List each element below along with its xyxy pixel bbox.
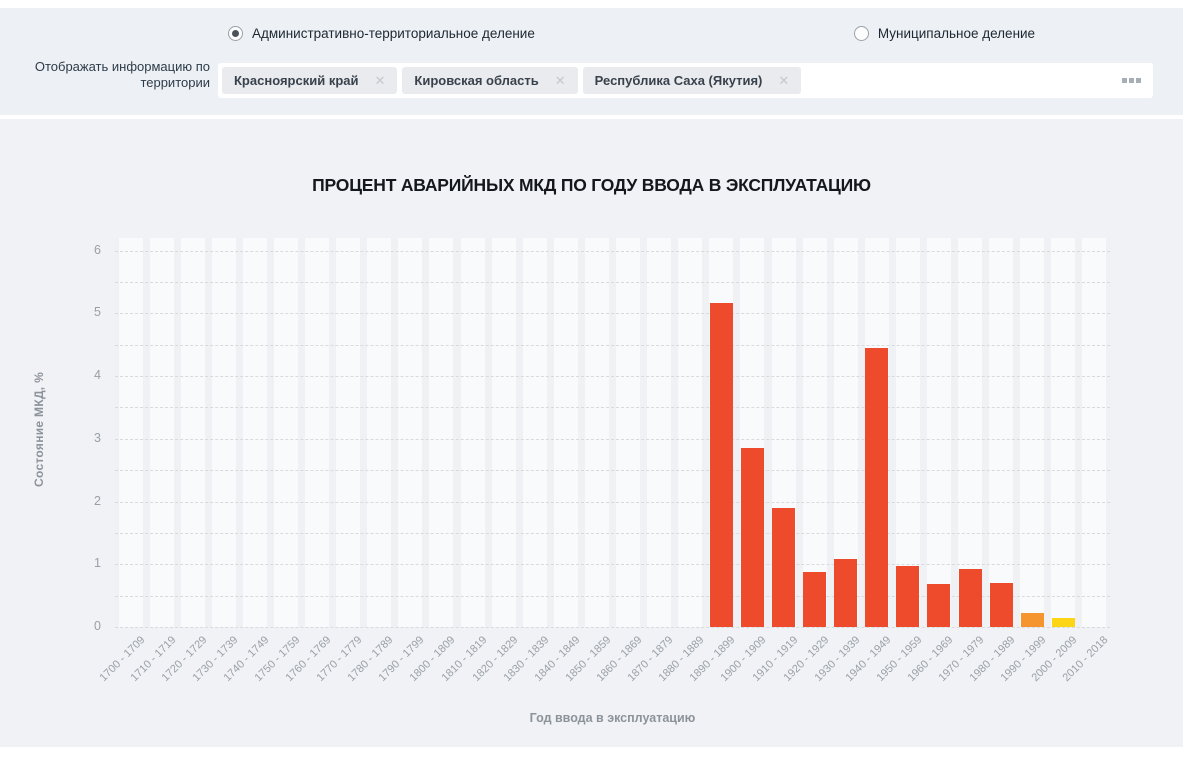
bar-1960-1969[interactable] [927, 583, 951, 627]
plot-column-band [647, 238, 672, 627]
chip-territory-2-label: Кировская область [414, 73, 539, 88]
plot-column-band [429, 238, 454, 627]
plot-column-band [274, 238, 299, 627]
gridline [115, 376, 1110, 378]
gridline [115, 595, 1110, 597]
plot-column-band [460, 238, 485, 627]
chip-territory-1-close-icon[interactable]: ✕ [374, 72, 386, 88]
territory-chips: Красноярский край ✕ Кировская область ✕ … [222, 67, 1122, 94]
plot-column-band [958, 238, 983, 627]
bar-1950-1959[interactable] [896, 566, 920, 627]
bar-2000-2009[interactable] [1051, 617, 1075, 627]
chart-title: ПРОЦЕНТ АВАРИЙНЫХ МКД ПО ГОДУ ВВОДА В ЭК… [312, 175, 871, 195]
plot-column-band [242, 238, 267, 627]
radio-selected-icon[interactable] [228, 26, 243, 41]
more-territories-icon[interactable] [1122, 74, 1141, 87]
gridline [115, 627, 1110, 628]
plot-column-band [491, 238, 516, 627]
bar-1940-1949[interactable] [865, 348, 889, 627]
plot-column-band [584, 238, 609, 627]
plot-column-band [211, 238, 236, 627]
radio-municipal-label: Муниципальное деление [877, 26, 1036, 41]
gridline [115, 470, 1110, 472]
radio-administrative-division[interactable]: Административно-территориальное деление [228, 26, 535, 41]
territory-select-input[interactable]: Красноярский край ✕ Кировская область ✕ … [218, 63, 1153, 98]
plot-column-band [1020, 238, 1045, 627]
radio-unselected-icon[interactable] [853, 26, 869, 41]
y-tick-label: 2 [94, 493, 101, 508]
chip-territory-3-label: Республика Саха (Якутия) [594, 73, 763, 88]
bar-1910-1919[interactable] [772, 507, 796, 627]
gridline [115, 250, 1110, 252]
plot-column-band [180, 238, 205, 627]
y-axis-title: Состояние МКД, % [32, 371, 46, 487]
chip-territory-3-close-icon[interactable]: ✕ [778, 72, 790, 88]
plot-column-band [367, 238, 392, 627]
division-radio-group: Административно-территориальное деление … [228, 26, 1035, 41]
gridline [115, 407, 1110, 409]
gridline [115, 532, 1110, 534]
y-tick-label: 0 [94, 619, 101, 633]
gridline [115, 564, 1110, 566]
plot-column-band [1051, 238, 1076, 627]
plot-column-band [398, 238, 423, 627]
bar-1920-1929[interactable] [803, 572, 827, 627]
chip-territory-1: Красноярский край ✕ [222, 67, 398, 94]
plot-column-band [553, 238, 578, 627]
x-axis-title: Год ввода в эксплуатацию [529, 711, 696, 725]
bar-1990-1999[interactable] [1020, 612, 1044, 627]
y-tick-label: 3 [94, 430, 101, 445]
gridline [115, 281, 1110, 283]
bar-1980-1989[interactable] [989, 583, 1013, 627]
chip-territory-2-close-icon[interactable]: ✕ [554, 72, 566, 88]
plot-column-band [118, 238, 143, 627]
plot-column-band [678, 238, 703, 627]
gridline [115, 344, 1110, 346]
plot-column-band [895, 238, 920, 627]
plot-column-band [522, 238, 547, 627]
y-tick-label: 6 [94, 242, 101, 257]
y-tick-label: 4 [94, 368, 101, 383]
chart-panel: ПРОЦЕНТ АВАРИЙНЫХ МКД ПО ГОДУ ВВОДА В ЭК… [0, 119, 1183, 747]
gridline [115, 501, 1110, 503]
chip-territory-2: Кировская область ✕ [402, 67, 578, 94]
plot-column-band [616, 238, 641, 627]
gridline [115, 438, 1110, 440]
plot-column-band [802, 238, 827, 627]
radio-administrative-label: Административно-территориальное деление [252, 26, 535, 41]
chip-territory-3: Республика Саха (Якутия) ✕ [582, 67, 802, 94]
bar-1970-1979[interactable] [958, 568, 982, 627]
territory-filter-panel: Административно-территориальное деление … [0, 8, 1183, 115]
plot-column-band [989, 238, 1014, 627]
bar-1890-1899[interactable] [709, 302, 733, 627]
bar-1900-1909[interactable] [740, 447, 764, 627]
plot-column-band [926, 238, 951, 627]
plot-column-band [305, 238, 330, 627]
y-tick-label: 5 [94, 305, 101, 320]
y-tick-label: 1 [94, 556, 101, 571]
plot-column-band [1082, 238, 1107, 627]
bar-1930-1939[interactable] [834, 559, 858, 627]
chip-territory-1-label: Красноярский край [234, 73, 359, 88]
plot-area [115, 238, 1110, 628]
plot-column-band [149, 238, 174, 627]
territory-filter-label: Отображать информацию по территории [34, 59, 210, 90]
radio-municipal-division[interactable]: Муниципальное деление [853, 26, 1036, 41]
plot-column-band [336, 238, 361, 627]
gridline [115, 313, 1110, 315]
